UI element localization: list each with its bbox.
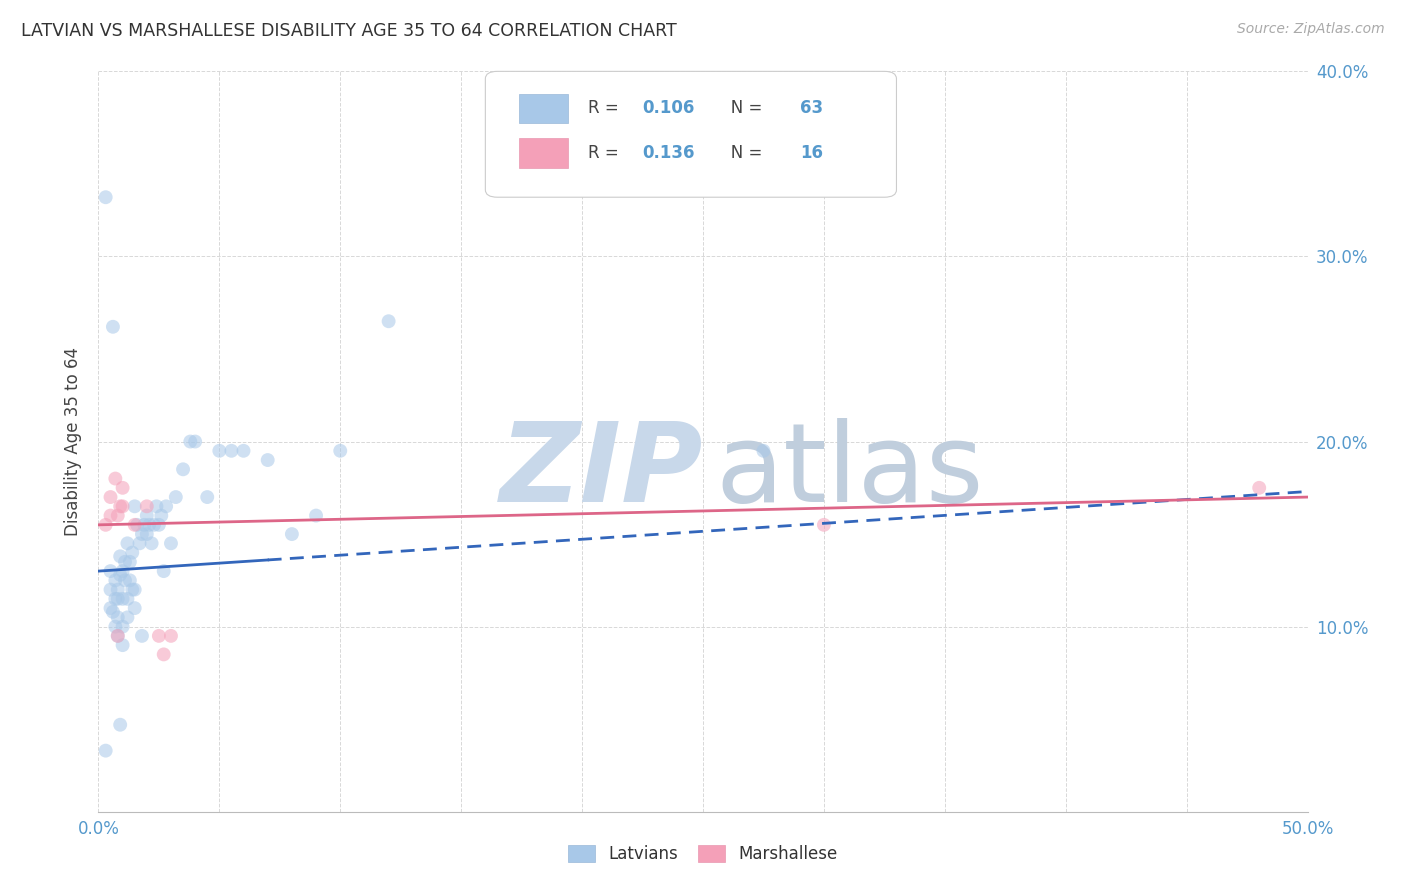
Point (752, 443, 775, 458)
Text: 63: 63 (800, 99, 823, 118)
Point (108, 500, 131, 514)
Point (117, 591, 139, 606)
Point (127, 517, 149, 532)
Point (100, 564, 122, 578)
Y-axis label: Disability Age 35 to 64: Disability Age 35 to 64 (65, 347, 83, 536)
Text: N =: N = (716, 99, 768, 118)
Point (94, 517, 117, 532)
Point (148, 629, 170, 643)
Point (128, 536, 150, 550)
Point (232, 443, 254, 458)
Text: 16: 16 (800, 144, 823, 161)
Point (172, 462, 194, 476)
Point (111, 638, 134, 652)
Point (100, 490, 122, 504)
Point (208, 443, 231, 458)
Point (111, 591, 134, 606)
Text: 0.106: 0.106 (643, 99, 695, 118)
Point (141, 536, 163, 550)
Point (135, 508, 157, 523)
FancyBboxPatch shape (485, 71, 897, 197)
Point (124, 582, 146, 597)
Point (305, 508, 328, 523)
Text: ZIP: ZIP (499, 417, 703, 524)
Point (94, 190, 117, 204)
Text: R =: R = (588, 99, 624, 118)
Point (111, 481, 134, 495)
Point (195, 490, 218, 504)
Legend: Latvians, Marshallese: Latvians, Marshallese (562, 838, 844, 870)
Point (104, 619, 127, 633)
Point (107, 629, 129, 643)
Point (104, 471, 127, 485)
Point (107, 610, 129, 624)
Point (138, 517, 160, 532)
Point (108, 567, 131, 582)
Text: R =: R = (588, 144, 624, 161)
Point (104, 591, 127, 606)
Point (111, 619, 134, 633)
Point (100, 601, 122, 615)
Point (221, 443, 243, 458)
Point (148, 517, 170, 532)
Point (121, 545, 143, 560)
Point (281, 527, 304, 541)
Text: N =: N = (716, 144, 768, 161)
Point (179, 434, 201, 449)
Point (94, 744, 117, 758)
Point (135, 527, 157, 541)
Point (160, 536, 183, 550)
Text: 0.136: 0.136 (643, 144, 695, 161)
Point (107, 629, 129, 643)
Point (111, 500, 134, 514)
Point (108, 717, 131, 731)
Point (121, 582, 143, 597)
Point (111, 564, 134, 578)
Point (165, 490, 187, 504)
Point (117, 610, 139, 624)
Point (184, 434, 207, 449)
Point (134, 517, 156, 532)
Point (104, 574, 127, 588)
Point (124, 500, 146, 514)
Point (1249, 481, 1271, 495)
Text: LATVIAN VS MARSHALLESE DISABILITY AGE 35 TO 64 CORRELATION CHART: LATVIAN VS MARSHALLESE DISABILITY AGE 35… (21, 22, 676, 40)
Point (114, 574, 136, 588)
Point (150, 508, 173, 523)
Point (131, 527, 153, 541)
Point (377, 314, 399, 328)
Point (135, 500, 157, 514)
Point (118, 555, 141, 569)
Point (155, 500, 177, 514)
Point (107, 582, 129, 597)
Point (100, 582, 122, 597)
Point (108, 549, 131, 564)
Point (117, 536, 139, 550)
Point (124, 517, 146, 532)
Point (152, 564, 174, 578)
Bar (519, 138, 568, 168)
Point (256, 453, 278, 467)
Text: atlas: atlas (716, 417, 984, 524)
Point (107, 591, 129, 606)
Point (101, 319, 124, 334)
Point (145, 500, 167, 514)
Point (114, 555, 136, 569)
Point (143, 517, 166, 532)
Point (101, 605, 124, 619)
Point (152, 648, 174, 662)
Bar (519, 94, 568, 123)
Point (124, 601, 146, 615)
Point (813, 517, 835, 532)
Point (118, 574, 141, 588)
Text: Source: ZipAtlas.com: Source: ZipAtlas.com (1237, 22, 1385, 37)
Point (100, 508, 122, 523)
Point (107, 508, 129, 523)
Point (329, 443, 352, 458)
Point (131, 629, 153, 643)
Point (160, 629, 183, 643)
